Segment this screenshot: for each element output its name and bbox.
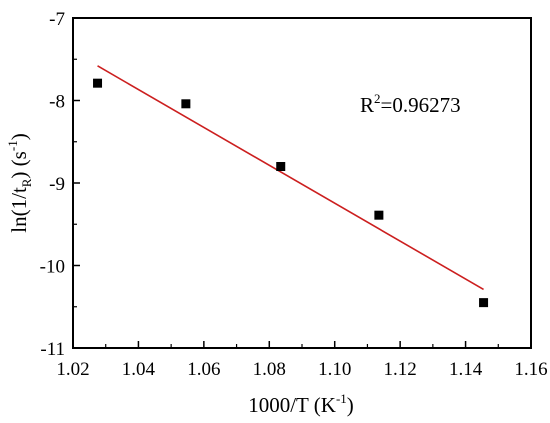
x-tick-label: 1.16 xyxy=(514,359,547,380)
x-tick-label: 1.08 xyxy=(253,359,286,380)
y-axis-title-spacer: ( xyxy=(7,159,31,171)
r-squared-sup: 2 xyxy=(374,91,381,106)
x-axis-title-main: 1000/T xyxy=(248,393,309,417)
y-tick-label: -10 xyxy=(40,257,65,278)
x-tick-label: 1.06 xyxy=(187,359,220,380)
data-point xyxy=(479,298,489,308)
data-point xyxy=(276,162,286,171)
y-tick-label: -11 xyxy=(40,339,65,360)
r-squared-base: R xyxy=(360,93,374,117)
data-point xyxy=(181,99,191,109)
plot-frame xyxy=(72,17,532,349)
r-squared-value: =0.96273 xyxy=(381,93,461,117)
fit-line xyxy=(97,65,484,291)
y-tick-label: -7 xyxy=(49,9,65,30)
y-axis-title-group: ln(1/tR) (s-1) xyxy=(5,133,34,232)
y-axis-title-close: ) xyxy=(7,172,31,179)
data-point xyxy=(93,78,103,88)
data-point xyxy=(374,210,384,220)
y-axis-unit-base: s xyxy=(7,151,31,159)
x-tick-label: 1.04 xyxy=(122,359,156,380)
y-axis-title: ln(1/tR) (s-1) xyxy=(5,133,34,232)
y-axis-title-main: ln(1/t xyxy=(7,187,31,233)
x-tick-label: 1.10 xyxy=(318,359,351,380)
x-tick-label: 1.14 xyxy=(449,359,483,380)
x-axis-title-close: ) xyxy=(347,393,354,417)
x-axis-unit-base: K xyxy=(321,393,336,417)
y-axis-title-sub: R xyxy=(19,178,34,187)
x-tick-label: 1.02 xyxy=(56,359,89,380)
y-axis-unit-sup: -1 xyxy=(5,140,20,151)
x-tick-label: 1.12 xyxy=(384,359,417,380)
y-axis-title-paren-close: ) xyxy=(7,133,31,140)
x-axis-title-spacer: ( xyxy=(309,393,321,417)
y-ticks: -7 -8 -9 -10 -11 xyxy=(40,9,80,360)
data-points xyxy=(93,78,489,308)
r-squared-annotation: R2=0.96273 xyxy=(360,91,461,117)
x-ticks: 1.02 1.04 1.06 1.08 1.10 1.12 1.14 1.16 xyxy=(56,341,548,380)
y-tick-label: -9 xyxy=(49,174,65,195)
x-axis-unit-sup: -1 xyxy=(336,391,347,406)
y-tick-label: -8 xyxy=(49,92,65,113)
x-axis-title: 1000/T (K-1) xyxy=(248,391,354,417)
